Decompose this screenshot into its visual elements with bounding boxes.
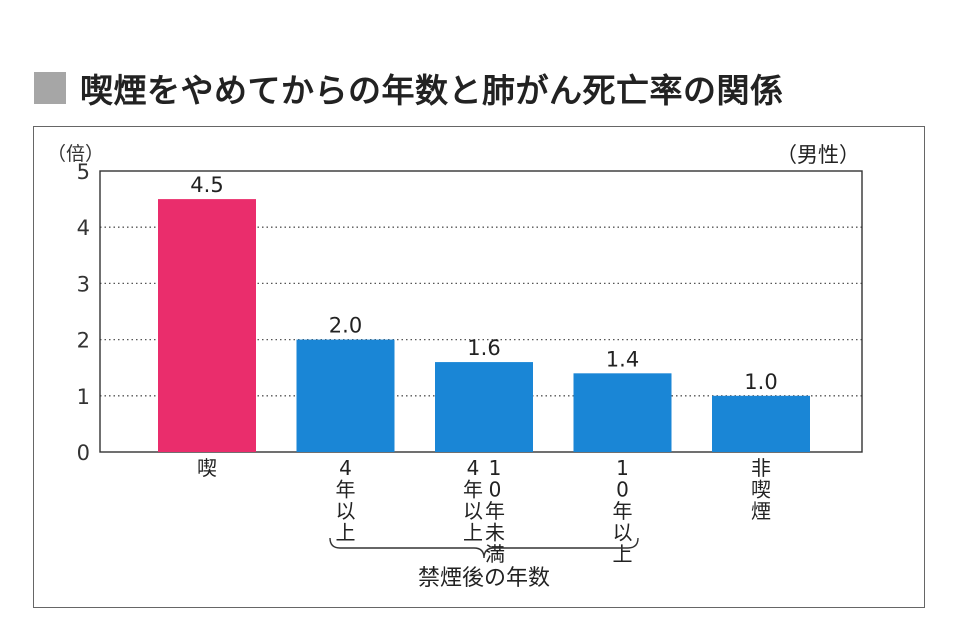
bar [296,339,395,452]
data-label: 1.6 [467,336,500,360]
bar [158,199,256,452]
title-marker [34,72,66,104]
y-tick-label: 4 [77,216,90,240]
bar [435,362,533,452]
data-label: 2.0 [329,314,362,338]
category-label: 喫 [197,456,217,480]
data-label: 1.0 [744,370,777,394]
data-label: 1.4 [606,347,639,371]
y-tick-label: 5 [77,160,90,184]
chart-title: 喫煙をやめてからの年数と肺がん死亡率の関係 [80,71,784,110]
group-label: 禁煙後の年数 [418,566,550,591]
group-brace [329,537,639,559]
title-row: 喫煙をやめてからの年数と肺がん死亡率の関係 [34,64,784,112]
y-tick-label: 3 [77,272,90,296]
category-label: 非喫煙 [751,456,771,523]
category-label: 4 年以上 [463,456,483,545]
chart-frame [33,126,925,608]
y-tick-label: 1 [77,385,90,409]
category-label: 1 0 年以上 [613,456,633,566]
bar [712,395,810,452]
y-tick-label: 2 [77,329,90,353]
y-axis-unit: （倍） [47,143,104,165]
category-label: 4 年以上 [336,456,356,545]
bar [573,373,672,452]
data-label: 4.5 [190,173,223,197]
y-tick-label: 0 [77,441,90,465]
gender-note: （男性） [776,143,860,167]
